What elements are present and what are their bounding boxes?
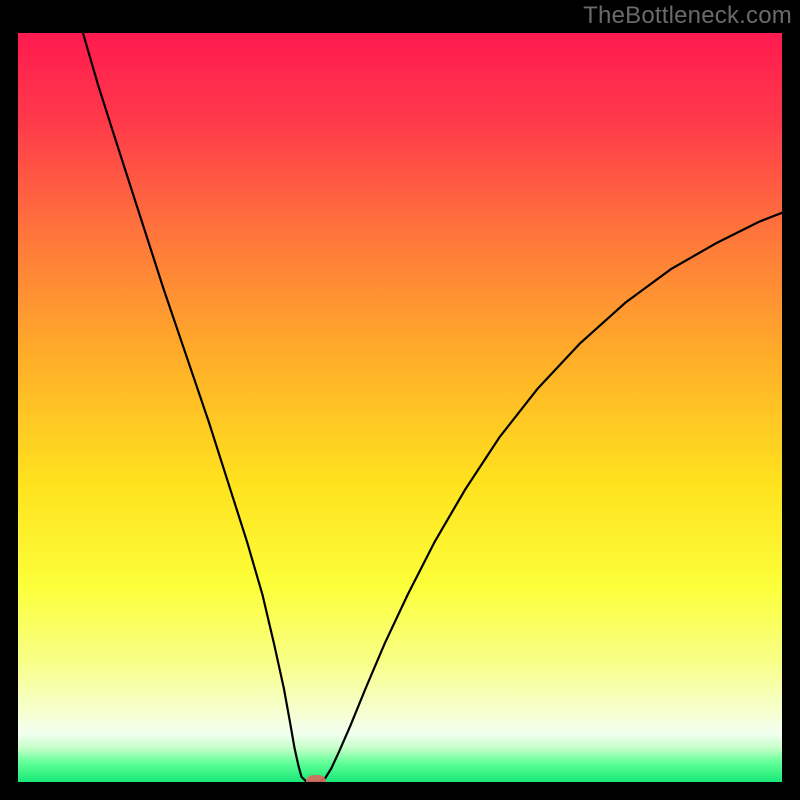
bottleneck-curve — [18, 33, 782, 782]
watermark-text: TheBottleneck.com — [583, 2, 792, 30]
curve-path — [83, 33, 782, 782]
optimal-point-marker — [306, 775, 326, 783]
chart-plot-area — [18, 33, 782, 782]
